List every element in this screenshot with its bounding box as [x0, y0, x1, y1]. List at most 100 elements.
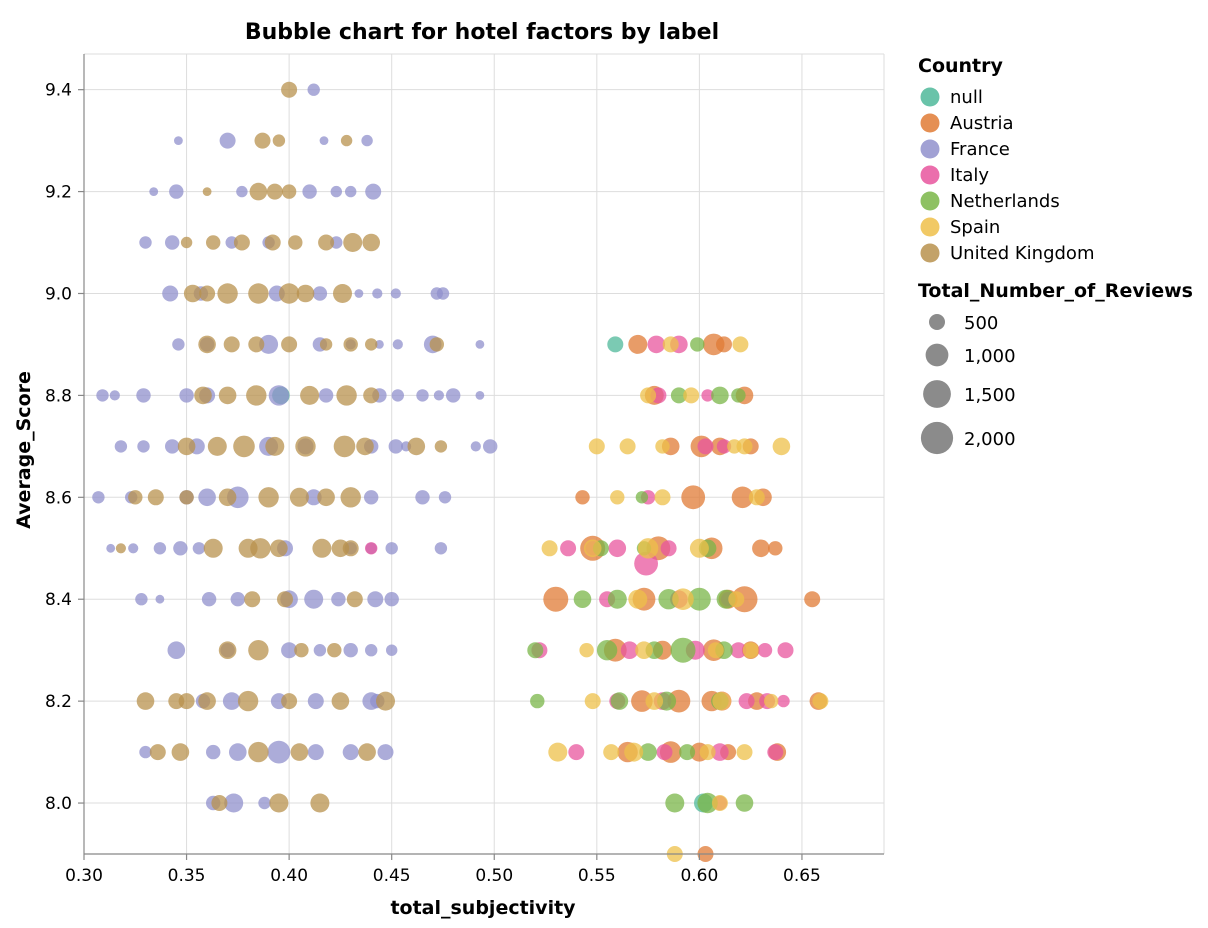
size-legend-label: 500: [964, 313, 998, 334]
bubble-point: [736, 744, 753, 761]
bubble-point: [199, 285, 216, 302]
bubble-point: [764, 693, 779, 709]
bubble-point: [628, 334, 648, 354]
bubble-point: [768, 541, 783, 556]
legend-swatch: [920, 113, 940, 133]
legend-swatch: [920, 165, 940, 185]
size-legend-items: 500 1,000 1,500 2,000: [920, 313, 1016, 455]
bubble-point: [436, 287, 450, 300]
bubble-point: [527, 642, 544, 659]
bubble-point: [657, 691, 677, 711]
bubble-point: [295, 436, 316, 457]
bubble-point: [727, 439, 742, 454]
bubble-point: [645, 692, 664, 710]
bubble-point: [731, 388, 746, 403]
x-tick-label: 0.50: [475, 866, 513, 886]
legend-swatch: [920, 139, 940, 159]
bubble-point: [475, 391, 485, 400]
bubble-point: [391, 389, 404, 402]
bubble-point: [312, 286, 328, 301]
bubble-point: [128, 490, 143, 505]
bubble-point: [364, 490, 379, 505]
bubble-point: [679, 744, 696, 761]
x-tick-label: 0.45: [373, 866, 411, 886]
bubble-point: [757, 643, 773, 658]
bubble-point: [281, 336, 298, 353]
bubble-point: [218, 386, 237, 405]
x-tick-label: 0.60: [680, 866, 718, 886]
color-legend-items: null Austria France Italy Netherlands Spain Un…: [920, 87, 1094, 264]
bubble-point: [250, 538, 271, 559]
bubble-point: [361, 134, 373, 147]
bubble-point: [434, 440, 448, 453]
bubble-point: [711, 795, 728, 811]
bubble-point: [136, 388, 151, 403]
bubble-point: [202, 187, 212, 197]
bubble-point: [367, 591, 384, 608]
legend-label: Spain: [950, 217, 1000, 238]
bubble-point: [177, 437, 196, 456]
bubble-point: [608, 539, 627, 558]
bubble-point: [610, 692, 629, 710]
bubble-point: [194, 386, 212, 405]
bubble-point: [254, 132, 271, 149]
bubble-point: [654, 489, 671, 506]
bubble-point: [307, 83, 320, 96]
bubble-point: [222, 692, 241, 710]
bubble-point: [174, 136, 183, 146]
bubble-point: [135, 593, 148, 606]
grid-lines: [83, 53, 885, 854]
bubble-point: [343, 233, 363, 252]
bubble-point: [683, 387, 700, 404]
size-legend-label: 2,000: [964, 429, 1016, 450]
bubble-point: [248, 640, 269, 661]
y-tick-label: 9.0: [45, 284, 72, 304]
legend-label: Italy: [950, 165, 989, 186]
chart-title: Bubble chart for hotel factors by label: [245, 20, 719, 45]
bubble-point: [167, 641, 186, 659]
bubble-point: [365, 644, 378, 657]
bubble-point: [183, 284, 202, 303]
x-tick-label: 0.30: [65, 866, 103, 886]
bubble-point: [707, 642, 724, 659]
bubble-point: [318, 388, 334, 403]
legend-label: null: [950, 87, 983, 108]
bubble-point: [258, 487, 279, 508]
bubble-point: [772, 437, 791, 456]
bubble-point: [607, 589, 627, 609]
bubble-point: [628, 589, 648, 609]
y-tick-label: 8.2: [45, 692, 72, 712]
bubble-point: [233, 234, 250, 251]
bubble-point: [165, 439, 180, 454]
bubble-point: [390, 288, 401, 299]
bubble-point: [290, 743, 309, 761]
bubble-point: [354, 289, 364, 298]
bubble-point: [543, 586, 569, 612]
x-axis-title: total_subjectivity: [390, 897, 576, 919]
bubble-point: [198, 488, 216, 507]
bubble-point: [340, 487, 361, 508]
bubble-point: [583, 539, 602, 558]
bubble-point: [312, 538, 332, 558]
y-tick-label: 9.4: [45, 81, 72, 101]
bubble-point: [470, 441, 481, 452]
bubble-point: [342, 744, 359, 761]
bubble-point: [385, 542, 398, 555]
bubble-point: [647, 335, 666, 354]
bubble-point: [812, 693, 829, 710]
bubble-point: [697, 438, 714, 455]
bubble-point: [149, 187, 159, 197]
legend-swatch: [920, 87, 940, 107]
bubble-point: [429, 337, 444, 352]
bubble-point: [319, 338, 333, 351]
bubble-point: [767, 744, 784, 761]
bubble-point: [296, 284, 315, 303]
bubble-point: [281, 693, 298, 710]
bubble-point: [660, 540, 677, 557]
y-tick-label: 8.4: [45, 590, 72, 610]
bubble-point: [302, 184, 317, 199]
bubble-point: [270, 539, 288, 558]
bubble-point: [386, 644, 398, 656]
bubble-point: [728, 591, 745, 608]
bubble-point: [343, 337, 358, 352]
